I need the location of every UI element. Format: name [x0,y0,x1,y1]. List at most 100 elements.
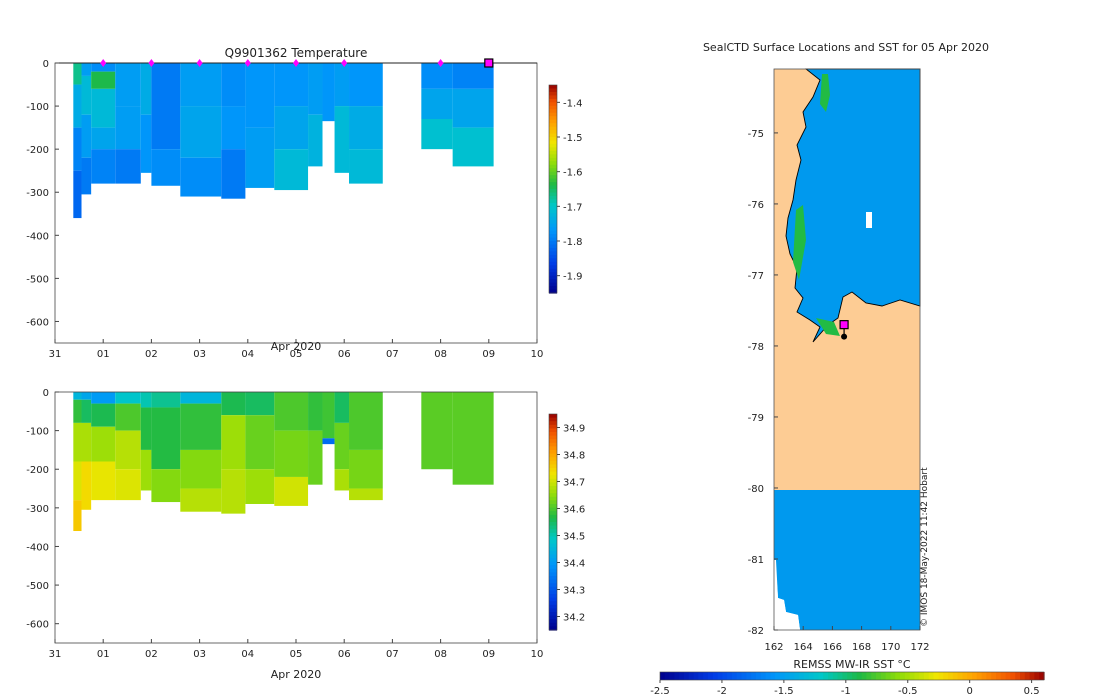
colorbar-swatch [549,258,557,263]
map-y-tick-label: -80 [748,484,764,495]
colorbar-tick-label: -1.4 [563,98,583,109]
sst-colorbar-swatch [972,672,978,680]
x-tick-label: 10 [531,649,544,660]
salinity-cell [180,449,222,489]
colorbar-swatch [549,192,557,197]
colorbar-swatch [549,230,557,235]
temperature-cell [73,170,82,219]
x-tick-label: 05 [290,349,303,360]
colorbar-swatch [549,532,557,537]
salinity-cell [308,392,323,431]
colorbar-swatch [549,150,557,155]
salinity-cell [274,430,309,477]
x-tick-label: 08 [434,349,447,360]
sst-colorbar-swatch [991,672,997,680]
colorbar-tick-label: 34.7 [563,478,585,489]
temperature-cell [421,88,453,119]
colorbar-swatch [549,615,557,620]
colorbar-swatch [549,511,557,516]
sst-colorbar-swatch [832,672,839,680]
sst-colorbar-swatch [1005,672,1011,680]
temperature-cell [81,63,92,76]
colorbar-swatch [549,123,557,128]
colorbar-swatch [549,428,557,433]
sst-colorbar-swatch [808,672,815,680]
temperature-cell [73,63,82,85]
colorbar-swatch [549,594,557,599]
temperature-cell [91,71,116,89]
colorbar-swatch [549,439,557,444]
sst-colorbar-swatch [861,672,867,680]
sst-colorbar-swatch [669,672,675,680]
y-tick-label: -500 [26,581,49,592]
temperature-cell [180,106,222,158]
sst-colorbar-swatch [1000,672,1007,680]
colorbar-swatch [549,130,557,135]
salinity-cell [81,392,92,400]
map-y-tick-label: -77 [748,271,764,282]
coastal-sst-patch [793,205,806,280]
temperature-cell [81,114,92,158]
colorbar-tick-label: -1.7 [563,202,583,213]
colorbar-swatch [549,164,557,169]
colorbar-swatch [549,171,557,176]
temperature-cell [91,149,116,184]
y-tick-label: -600 [26,620,49,631]
sst-colorbar-swatch [770,672,776,680]
temperature-profile-markers [100,58,494,68]
sst-colorbar-swatch [775,672,781,680]
colorbar-swatch [549,206,557,211]
colorbar-swatch [549,178,557,183]
sst-colorbar-swatch [736,672,743,680]
sst-colorbar-frame [659,671,1045,681]
temperature-cell [349,106,383,150]
salinity-cell [274,476,309,506]
map-x-tick-label: 168 [852,642,871,653]
colorbar-swatch [549,475,557,480]
profile-marker [244,59,251,67]
colorbar-swatch [549,565,557,570]
sst-colorbar-swatch [976,672,983,680]
colorbar-tick-label: 34.8 [563,451,585,462]
colorbar-swatch [549,457,557,462]
salinity-cell [140,407,152,450]
salinity-cell [151,407,181,470]
salinity-cell [151,392,181,408]
sst-colorbar-swatch [962,672,968,680]
colorbar-swatch [549,622,557,627]
sst-colorbar-swatch [952,672,959,680]
salinity-cell [334,422,350,470]
salinity-cell [322,392,335,439]
colorbar-swatch [549,143,557,148]
colorbar-swatch [549,626,557,631]
colorbar-swatch [549,247,557,252]
colorbar-swatch [549,133,557,138]
colorbar-swatch [549,529,557,534]
salinity-cell [421,392,453,470]
colorbar-swatch [549,209,557,214]
sst-colorbar-swatch [708,672,714,680]
salinity-cell [221,469,246,514]
sst-colorbar-swatch [756,672,762,680]
colorbar-swatch [549,612,557,617]
temperature-x-axis: 31 01 02 03 04 05 06 07 08 09 10 [49,339,543,360]
map-y-tick-label: -75 [748,129,764,140]
latest-profile-marker [484,58,494,68]
salinity-cell [73,422,82,462]
x-tick-label: 01 [97,349,110,360]
sst-colorbar-swatch [1034,672,1040,680]
colorbar-swatch [549,202,557,207]
sst-colorbar-swatch [789,672,795,680]
profile-marker [341,59,348,67]
colorbar-swatch [549,147,557,152]
sst-colorbar-swatch [900,672,906,680]
salinity-cell [81,422,92,462]
colorbar-swatch [549,154,557,159]
colorbar-swatch [549,241,557,246]
temperature-cell [452,127,494,167]
colorbar-swatch [549,286,557,291]
y-tick-label: 0 [43,388,49,399]
x-tick-label: 09 [482,349,495,360]
